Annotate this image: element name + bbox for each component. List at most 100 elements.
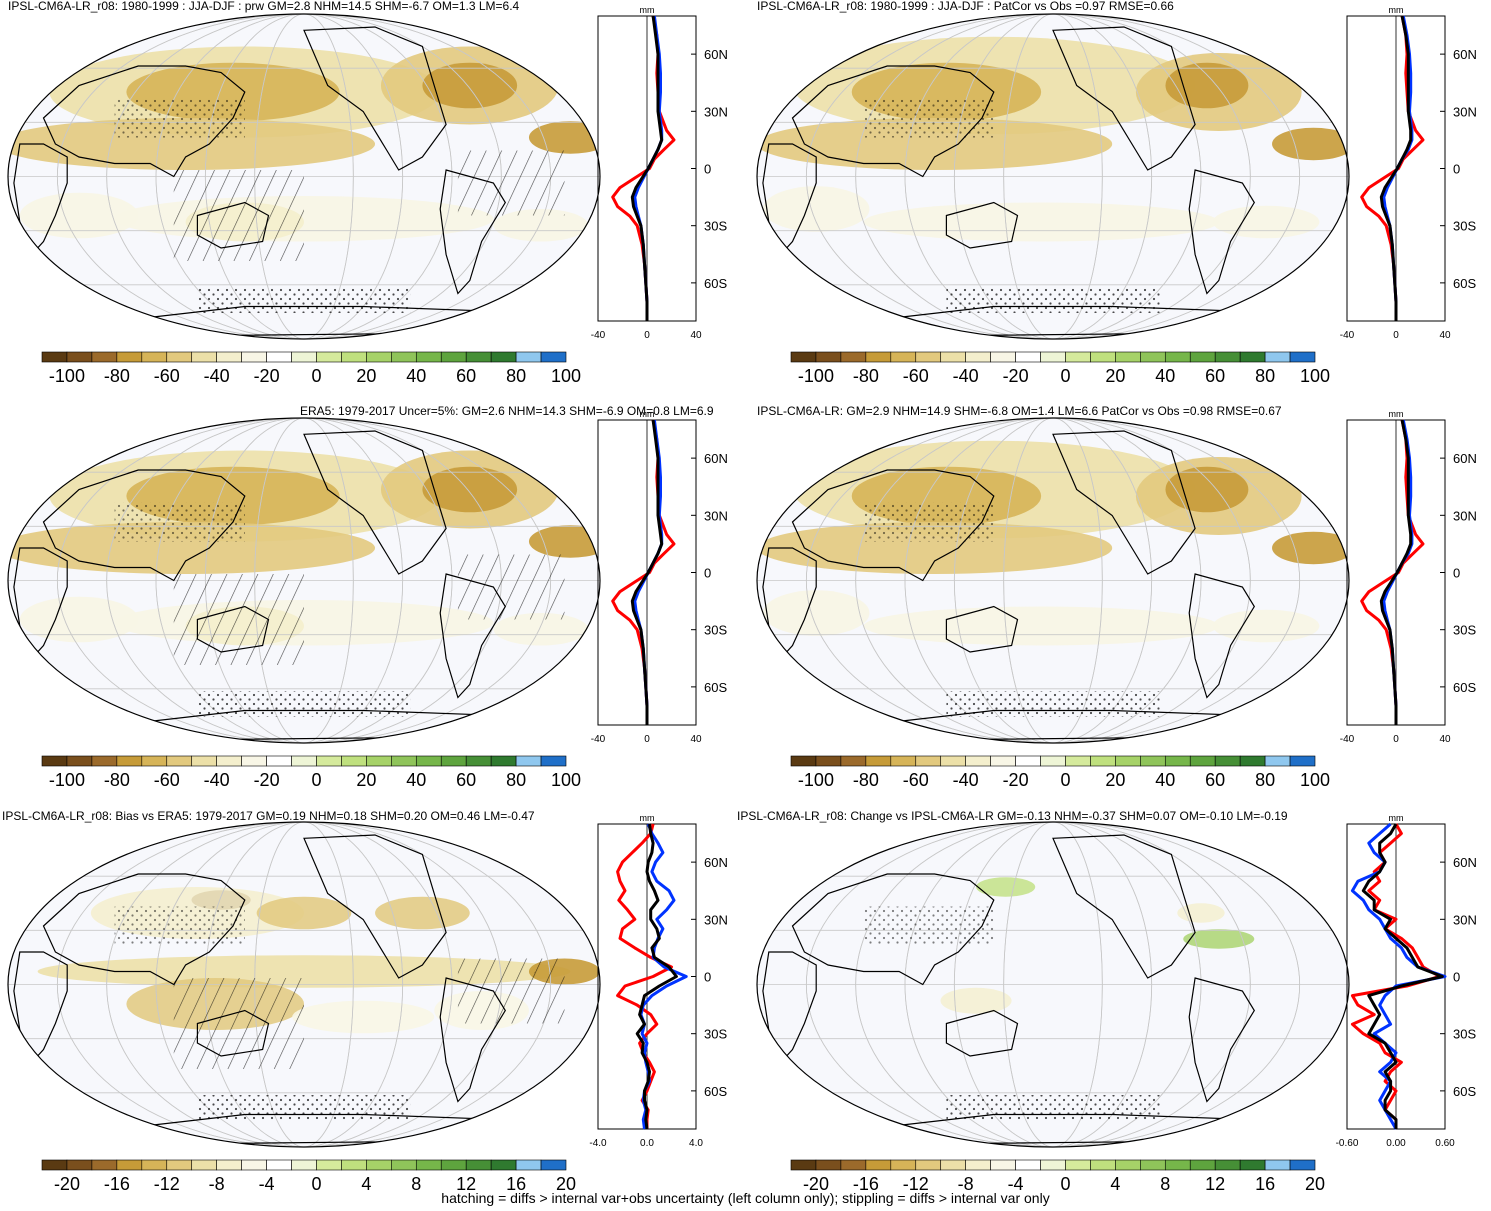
hatching (457, 958, 565, 1024)
map-field (757, 418, 1349, 743)
colorbar-swatch (965, 351, 991, 363)
map-field (8, 418, 600, 743)
colorbar-label: -40 (204, 366, 230, 386)
colorbar-swatch (990, 1159, 1016, 1171)
profile-x-label: -4.0 (589, 1138, 607, 1149)
profile-y-label: 0 (704, 970, 711, 985)
field-shading (1183, 929, 1255, 949)
stippling (197, 691, 411, 717)
colorbar-swatch (415, 351, 442, 363)
colorbar-label: 40 (1155, 366, 1175, 386)
colorbar-label: 20 (1105, 770, 1125, 790)
colorbar-label: 20 (1305, 1174, 1325, 1194)
profile-x-label: -40 (1340, 734, 1355, 745)
coastline (1188, 977, 1256, 1103)
colorbar-swatch (1140, 1159, 1166, 1171)
stippling (946, 1095, 1160, 1121)
field-shading (757, 522, 1113, 574)
colorbar-swatch (316, 351, 342, 363)
profile-line-black (630, 419, 664, 725)
hatching (173, 170, 304, 261)
colorbar-swatch (116, 755, 143, 767)
map-field (8, 822, 600, 1147)
map-field (757, 822, 1349, 1147)
coastline (13, 143, 68, 256)
colorbar-swatch (41, 351, 68, 363)
colorbar-swatch (91, 351, 118, 363)
colorbar-label: 80 (1255, 770, 1275, 790)
colorbar-label: -60 (903, 366, 929, 386)
coastline (1052, 834, 1196, 979)
colorbar-label: 0 (1060, 1174, 1070, 1194)
colorbar-swatch (415, 1159, 442, 1171)
longitude-line (155, 14, 453, 339)
map-border (756, 13, 1350, 340)
map-border (7, 417, 601, 744)
colorbar-swatch (1040, 755, 1066, 767)
colorbar-swatch (865, 351, 892, 363)
colorbar-swatch (216, 351, 242, 363)
field-shading (863, 202, 1219, 242)
colorbar-swatch (366, 755, 392, 767)
colorbar-swatch (1239, 755, 1266, 767)
colorbar-label: -20 (1003, 366, 1029, 386)
zonal-profile: mm 60N 30N 0 30S 60S -40 0 40 (1340, 409, 1477, 745)
profile-line-black (635, 823, 678, 1130)
coastline (439, 573, 507, 699)
coastline (303, 834, 447, 979)
colorbar-swatch (415, 755, 442, 767)
map-border (7, 821, 601, 1148)
colorbar-swatch (515, 1159, 542, 1171)
colorbar-swatch (840, 1159, 867, 1171)
longitude-line (805, 822, 1301, 1147)
colorbar-swatch (1289, 1159, 1316, 1171)
colorbar-label: 40 (406, 366, 426, 386)
colorbar-label: -4 (259, 1174, 275, 1194)
zonal-profile: mm 60N 30N 0 30S 60S -40 0 40 (1340, 5, 1477, 341)
colorbar-label: 8 (411, 1174, 421, 1194)
profile-y-label: 60N (704, 855, 728, 870)
colorbar-label: -20 (803, 1174, 829, 1194)
longitude-line (953, 14, 1153, 339)
coastline (945, 605, 1019, 653)
profile-units: mm (1389, 5, 1404, 15)
colorbar-swatch (440, 351, 467, 363)
profile-x-label: -40 (1340, 330, 1355, 341)
coastline (945, 1009, 1019, 1057)
longitude-line (1003, 822, 1103, 1147)
colorbar-swatch (216, 755, 242, 767)
colorbar-swatch (1214, 351, 1241, 363)
profile-y-label: 30S (1453, 623, 1476, 638)
colorbar-swatch (815, 351, 842, 363)
field-shading (762, 186, 870, 232)
colorbar-swatch (490, 755, 517, 767)
longitude-line (904, 418, 1202, 743)
profile-x-label: 0.60 (1435, 1138, 1455, 1149)
colorbar-swatch (890, 351, 917, 363)
profile-y-label: 30N (704, 912, 728, 927)
field-shading (422, 466, 518, 513)
coastline (762, 951, 817, 1064)
colorbar-swatch (291, 755, 317, 767)
colorbar-swatch (266, 1159, 292, 1171)
colorbar-label: 20 (556, 1174, 576, 1194)
colorbar-swatch (1065, 1159, 1091, 1171)
colorbar-label: 40 (406, 770, 426, 790)
colorbar-label: -8 (209, 1174, 225, 1194)
colorbar-label: 80 (506, 366, 526, 386)
colorbar-swatch (940, 1159, 966, 1171)
coastline (42, 469, 246, 582)
profile-y-label: 60S (704, 276, 727, 291)
colorbar-swatch (1239, 351, 1266, 363)
coastline (13, 547, 68, 660)
colorbar-label: 8 (1160, 1174, 1170, 1194)
panel-title: IPSL-CM6A-LR: GM=2.9 NHM=14.9 SHM=-6.8 O… (757, 404, 1282, 418)
map-border (756, 821, 1350, 1148)
profile-x-label: -0.60 (1336, 1138, 1359, 1149)
colorbar-swatch (990, 755, 1016, 767)
panel-6: IPSL-CM6A-LR_r08: Change vs IPSL-CM6A-LR… (737, 809, 1477, 1194)
profile-line-red (1360, 419, 1425, 725)
colorbar-swatch (166, 351, 193, 363)
colorbar-label: -12 (154, 1174, 180, 1194)
colorbar-label: 0 (311, 1174, 321, 1194)
